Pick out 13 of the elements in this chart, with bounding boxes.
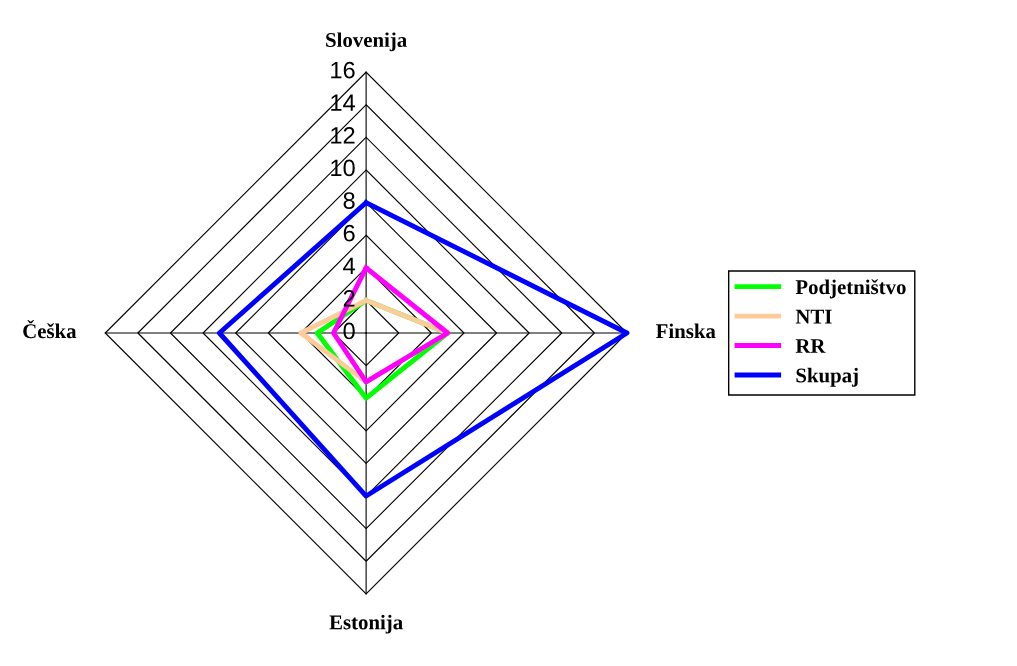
legend-label: NTI — [795, 309, 832, 324]
y-tick-label: 8 — [343, 192, 355, 209]
legend-label: Podjetništvo — [795, 279, 906, 299]
spoke-label: Slovenija — [326, 32, 407, 52]
y-tick-label: 0 — [343, 322, 355, 340]
spoke-label: Češka — [23, 319, 77, 339]
y-tick-label: 4 — [343, 257, 355, 274]
y-tick-label: 6 — [343, 224, 355, 242]
spoke-label: Finska — [656, 323, 716, 339]
y-tick-label: 16 — [331, 61, 355, 79]
spoke-label: Estonija — [329, 614, 403, 634]
legend-label: RR — [795, 339, 826, 353]
legend-label: Skupaj — [796, 367, 858, 387]
